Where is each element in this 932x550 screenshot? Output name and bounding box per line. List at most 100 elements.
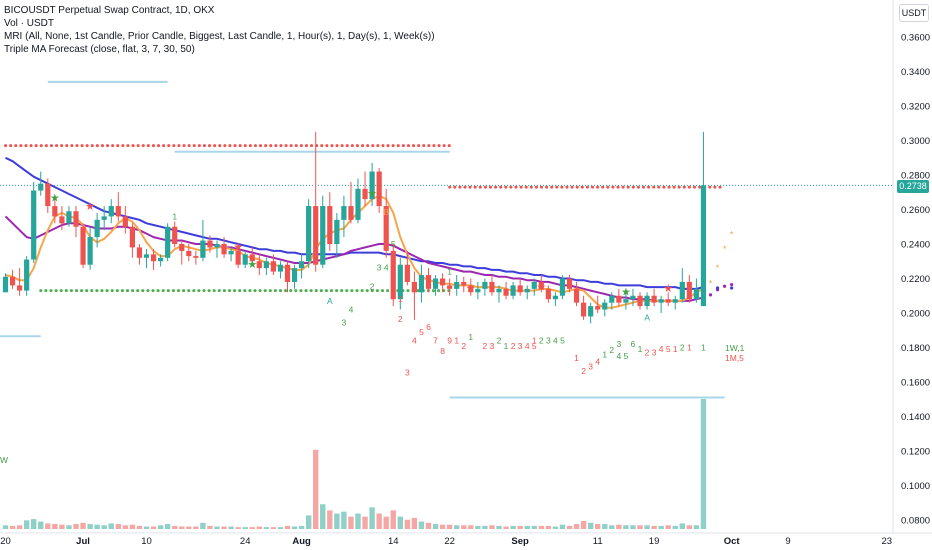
star-mark: ★ bbox=[85, 201, 95, 213]
volume-bar bbox=[573, 524, 580, 529]
volume-bar bbox=[446, 524, 453, 529]
candle-body bbox=[38, 183, 44, 191]
volume-bar bbox=[679, 523, 685, 529]
volume-bar bbox=[623, 525, 629, 529]
volume-bar bbox=[496, 525, 502, 529]
chart-title[interactable]: BICOUSDT Perpetual Swap Contract, 1D, OK… bbox=[4, 5, 215, 16]
candle-body bbox=[630, 295, 636, 300]
volume-bar bbox=[313, 449, 319, 529]
volume-bar bbox=[23, 520, 30, 529]
currency-button[interactable]: USDT bbox=[899, 4, 929, 22]
star-mark: ★ bbox=[367, 188, 377, 200]
candle-body bbox=[461, 281, 467, 286]
forecast-star: * bbox=[716, 263, 720, 273]
triple-ma-legend[interactable]: Triple MA Forecast (close, flat, 3, 7, 3… bbox=[4, 44, 195, 55]
volume-bar bbox=[298, 525, 305, 529]
indicator-mark: 3 bbox=[518, 341, 523, 351]
mri-indicator-legend[interactable]: MRI (All, None, 1st Candle, Prior Candle… bbox=[4, 31, 435, 42]
candle-body bbox=[17, 285, 23, 291]
time-tick-label: 9 bbox=[785, 536, 790, 547]
ma-fast-line bbox=[5, 194, 704, 309]
price-tick-label: 0.1000 bbox=[901, 481, 930, 492]
indicator-mark: 5 bbox=[624, 351, 629, 361]
time-tick-label: 11 bbox=[593, 536, 603, 547]
volume-bar bbox=[658, 525, 664, 529]
volume-bar bbox=[59, 524, 65, 529]
indicator-mark: 3 bbox=[405, 368, 410, 378]
volume-bar bbox=[52, 524, 58, 529]
indicator-mark: 3 bbox=[616, 339, 621, 349]
ma-mid-line bbox=[4, 215, 704, 302]
candle-body bbox=[425, 275, 432, 289]
candle-body bbox=[376, 171, 382, 207]
volume-bar bbox=[66, 525, 72, 529]
candle-body bbox=[277, 264, 284, 272]
volume-bar bbox=[136, 525, 143, 529]
time-tick-label: 20 bbox=[0, 536, 11, 547]
candle-body bbox=[411, 281, 417, 293]
candle-body bbox=[2, 276, 9, 293]
candle-body bbox=[672, 299, 678, 303]
volume-bar bbox=[517, 525, 523, 529]
time-tick-label: 10 bbox=[141, 536, 152, 547]
candle-body bbox=[87, 237, 93, 265]
volume-bar bbox=[235, 527, 241, 529]
indicator-mark: 3 bbox=[546, 336, 551, 346]
candle-body bbox=[362, 188, 368, 200]
volume-bar bbox=[270, 527, 277, 529]
candle-body bbox=[165, 226, 171, 258]
time-tick-label: Sep bbox=[511, 536, 529, 547]
volume-bar bbox=[179, 526, 185, 529]
indicator-mark: 3 bbox=[342, 317, 347, 327]
volume-bar bbox=[595, 524, 601, 529]
candle-body bbox=[24, 259, 30, 291]
price-tick-label: 0.1600 bbox=[901, 378, 930, 389]
indicator-mark: 1 bbox=[398, 294, 403, 304]
candle-body bbox=[616, 295, 622, 303]
indicator-mark: 5 bbox=[532, 341, 537, 351]
volume-bar bbox=[510, 525, 516, 529]
candle-body bbox=[45, 183, 51, 207]
candle-body bbox=[390, 250, 396, 300]
indicator-mark: 4 bbox=[525, 341, 530, 351]
candle-body bbox=[651, 295, 657, 303]
indicator-mark: 2 bbox=[511, 341, 516, 351]
volume-bar bbox=[157, 525, 164, 529]
volume-bar bbox=[644, 525, 650, 529]
volume-bars bbox=[2, 399, 707, 529]
candle-body bbox=[306, 206, 312, 262]
volume-bar bbox=[108, 523, 114, 529]
forecast-star: * bbox=[709, 279, 713, 289]
candle-body bbox=[52, 206, 58, 217]
candle-body bbox=[531, 281, 537, 289]
candle-body bbox=[207, 240, 213, 248]
volume-bar bbox=[700, 399, 707, 529]
candle-body bbox=[256, 261, 262, 269]
candle-body bbox=[108, 206, 114, 217]
candle-body bbox=[284, 264, 291, 282]
candle-body bbox=[129, 226, 135, 248]
volume-bar bbox=[150, 526, 157, 529]
volume-bar bbox=[228, 526, 234, 529]
price-tick-label: 0.1400 bbox=[901, 412, 930, 423]
forecast-dot bbox=[730, 282, 734, 287]
indicator-mark: 4 bbox=[349, 305, 354, 315]
volume-bar bbox=[672, 525, 678, 529]
candle-body bbox=[679, 281, 685, 300]
candle-body bbox=[150, 254, 157, 262]
volume-bar bbox=[637, 525, 643, 529]
volume-bar bbox=[404, 519, 411, 529]
candle-body bbox=[348, 206, 354, 220]
candle-body bbox=[341, 206, 347, 220]
volume-bar bbox=[524, 525, 530, 529]
candles bbox=[2, 131, 707, 324]
indicator-mark: A bbox=[644, 312, 650, 322]
b-mark: B bbox=[383, 207, 389, 217]
candle-body bbox=[559, 278, 566, 296]
candle-body bbox=[609, 295, 615, 303]
candle-body bbox=[327, 206, 333, 244]
volume-bar bbox=[73, 524, 79, 529]
candle-body bbox=[334, 219, 340, 244]
volume-legend[interactable]: Vol · USDT bbox=[4, 18, 55, 29]
